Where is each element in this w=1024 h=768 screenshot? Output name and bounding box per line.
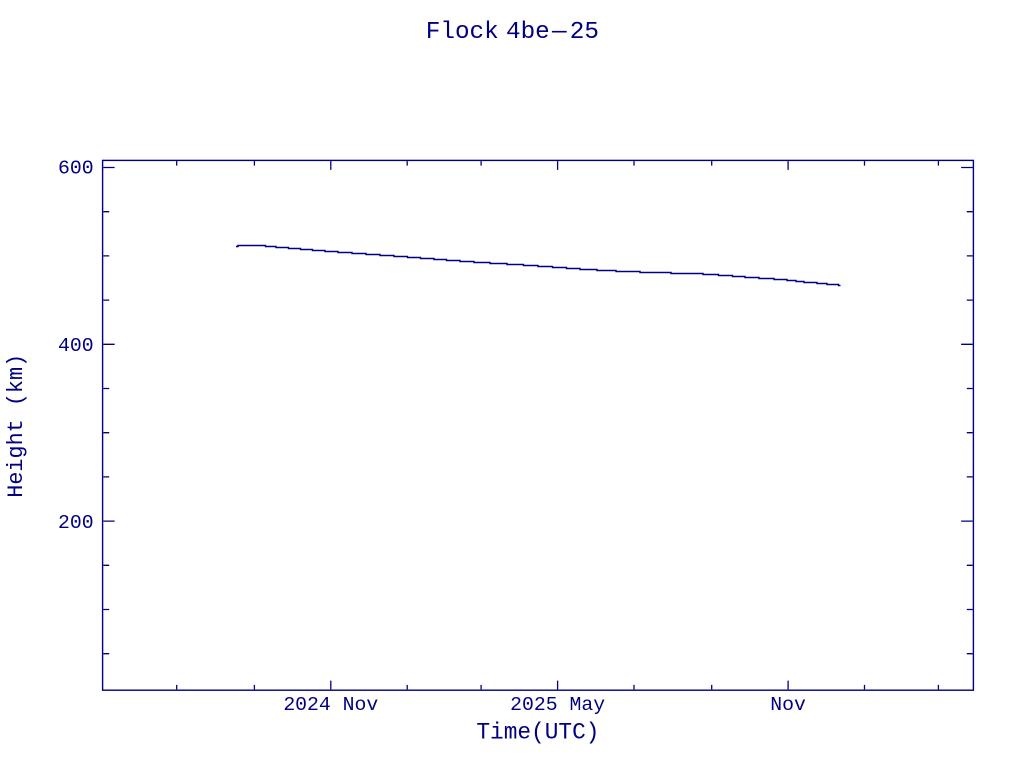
svg-text:Height (km): Height (km): [4, 354, 29, 498]
svg-text:4be: 4be: [506, 19, 550, 46]
svg-text:Nov: Nov: [770, 694, 806, 716]
svg-text:Flock: Flock: [426, 19, 499, 46]
svg-text:600: 600: [58, 157, 94, 179]
svg-text:Time(UTC): Time(UTC): [476, 719, 599, 745]
svg-text:2025 May: 2025 May: [510, 694, 605, 716]
svg-text:400: 400: [58, 335, 94, 357]
svg-text:200: 200: [58, 512, 94, 534]
svg-text:—: —: [551, 19, 567, 46]
svg-text:25: 25: [570, 19, 599, 46]
svg-text:2024 Nov: 2024 Nov: [283, 694, 378, 716]
